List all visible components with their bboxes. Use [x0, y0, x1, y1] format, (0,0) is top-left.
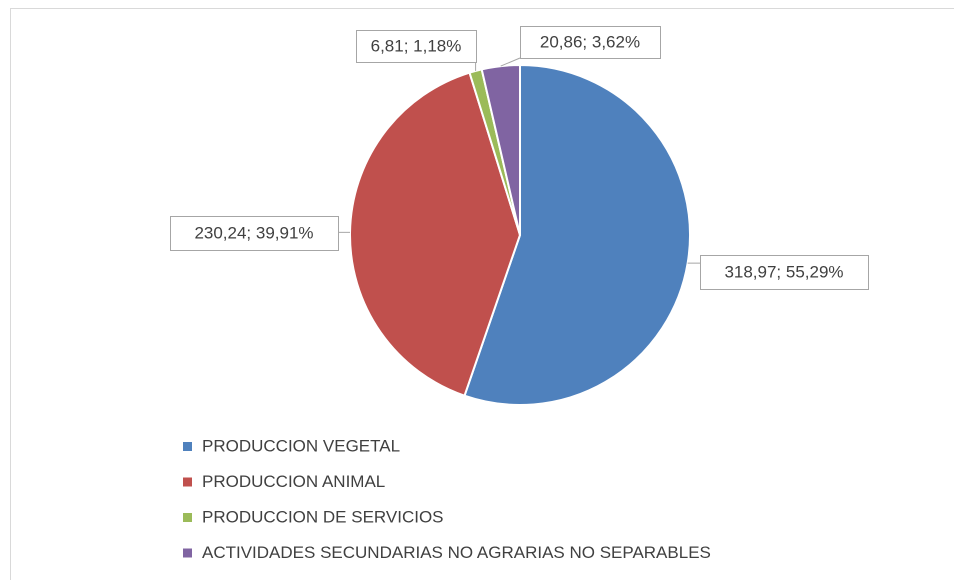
legend-swatch — [183, 548, 192, 558]
legend-swatch — [183, 477, 192, 487]
label-box — [170, 216, 339, 251]
legend-label: PRODUCCION DE SERVICIOS — [202, 507, 444, 526]
data-label: 230,24; 39,91% — [194, 223, 313, 242]
data-label: 20,86; 3,62% — [540, 32, 640, 51]
label-box — [520, 26, 661, 59]
legend-label: PRODUCCION ANIMAL — [202, 472, 385, 491]
leader-line — [500, 57, 521, 67]
legend-label: ACTIVIDADES SECUNDARIAS NO AGRARIAS NO S… — [202, 543, 711, 562]
label-box — [356, 30, 477, 63]
legend-label: PRODUCCION VEGETAL — [202, 436, 400, 455]
data-label: 318,97; 55,29% — [724, 262, 843, 281]
data-label: 6,81; 1,18% — [371, 36, 462, 55]
pie-slice — [480, 63, 521, 236]
legend-swatch — [183, 513, 192, 522]
label-box — [700, 255, 869, 290]
legend-swatch — [183, 442, 192, 451]
